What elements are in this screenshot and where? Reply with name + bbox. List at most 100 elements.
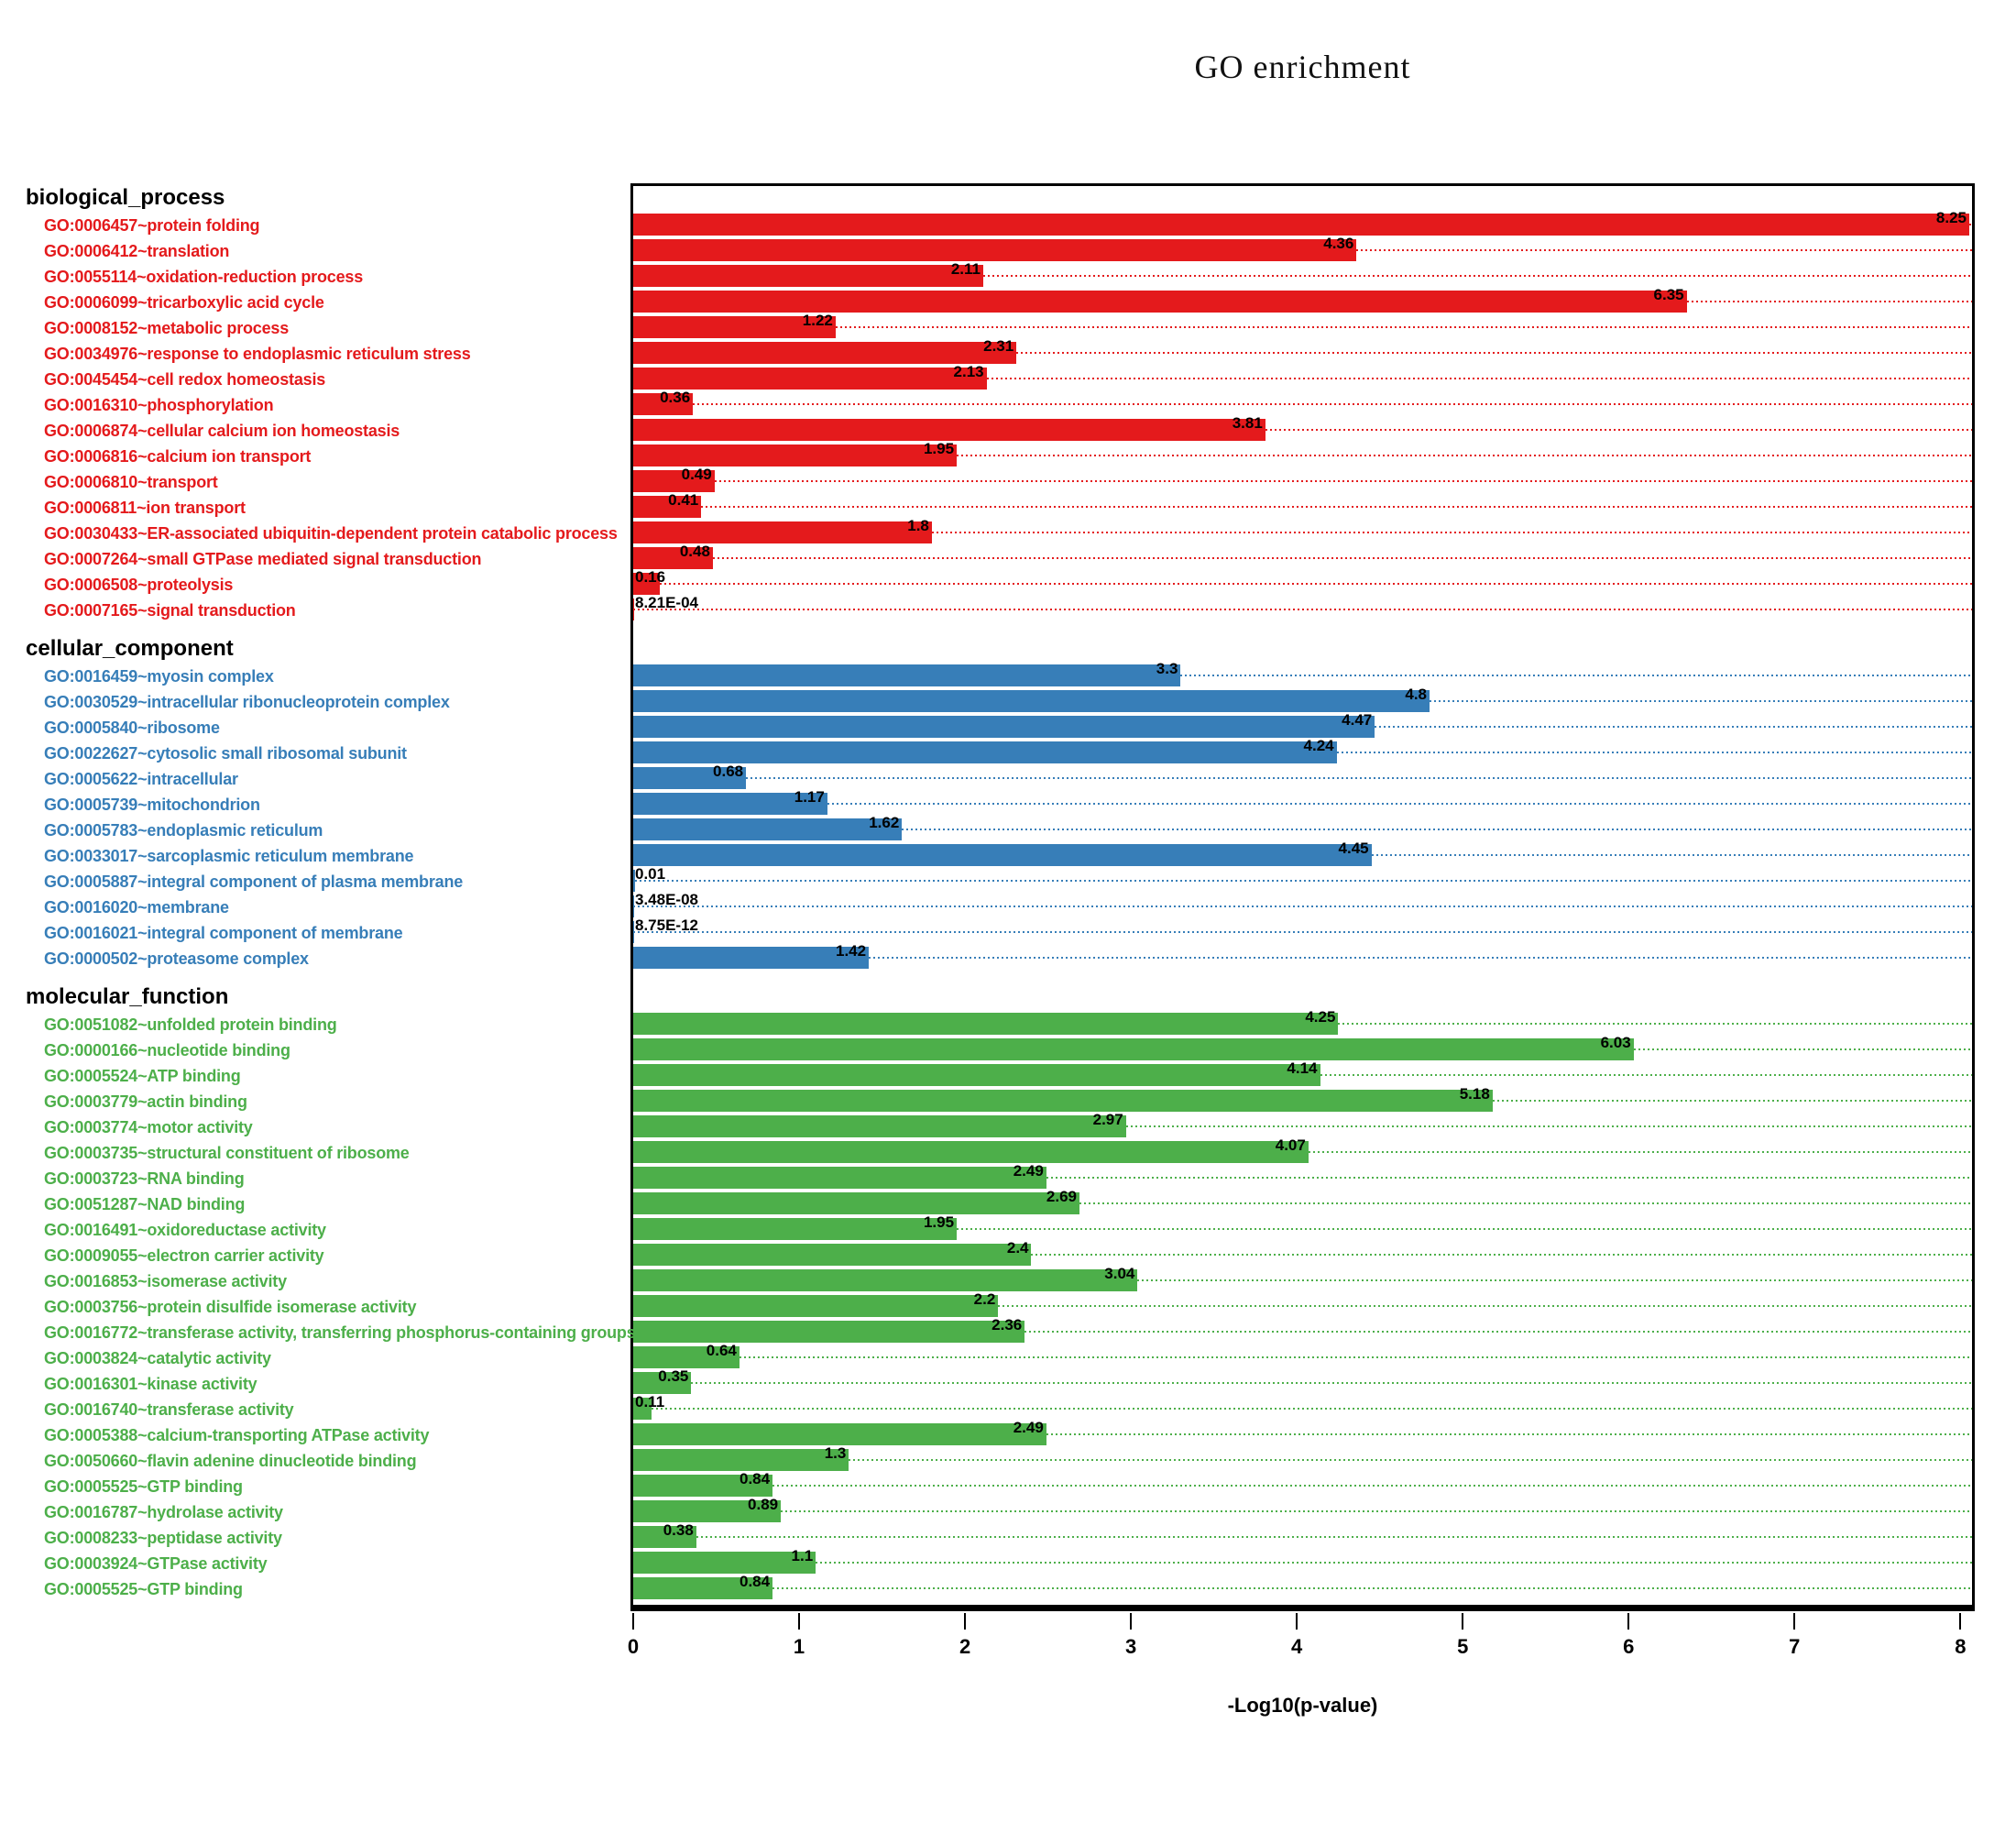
bar-label: GO:0033017~sarcoplasmic reticulum membra… [44,847,414,865]
x-tick-label: 5 [1457,1635,1469,1658]
leader-line [1079,1202,1972,1204]
bar-label: GO:0006412~translation [44,242,230,260]
bar-label: GO:0003756~protein disulfide isomerase a… [44,1298,417,1316]
x-tick-label: 4 [1291,1635,1303,1658]
value-label: 2.49 [1013,1162,1044,1180]
bar-label: GO:0000502~proteasome complex [44,949,309,968]
value-label: 8.25 [1935,209,1967,226]
leader-line [1125,1125,1972,1127]
leader-line [957,455,1972,456]
bar [633,1013,1339,1035]
leader-line [827,803,1972,805]
leader-line [746,777,1972,779]
leader-line [1336,752,1972,753]
chart-title: GO enrichment [1194,49,1411,85]
bar [633,1500,782,1522]
x-tick [1627,1613,1630,1630]
value-label: 3.3 [1156,660,1178,677]
bar-label: GO:0051082~unfolded protein binding [44,1015,337,1034]
bar [633,239,1357,261]
bar [633,1192,1079,1214]
leader-line [1180,675,1972,676]
bar-label: GO:0003779~actin binding [44,1092,247,1111]
bar [633,1269,1138,1291]
bar [633,1244,1032,1266]
leader-line [714,480,1972,482]
bar-label: GO:0006874~cellular calcium ion homeosta… [44,422,400,440]
leader-line [693,403,1972,405]
x-axis-label: -Log10(p-value) [1227,1694,1378,1717]
bar [633,1064,1320,1086]
x-tick-label: 6 [1623,1635,1635,1658]
bar-label: GO:0005887~integral component of plasma … [44,873,464,891]
leader-line [835,326,1972,328]
leader-line [739,1356,1972,1358]
leader-line [633,931,1972,933]
bar-label: GO:0055114~oxidation-reduction process [44,268,364,286]
bar [633,573,660,595]
value-label: 0.49 [681,466,712,483]
value-label: 3.04 [1104,1265,1135,1282]
leader-line [1356,249,1972,251]
value-label: 0.36 [660,389,691,406]
bar [633,496,702,518]
value-label: 3.81 [1232,414,1263,432]
leader-line [712,557,1972,559]
bar-label: GO:0016491~oxidoreductase activity [44,1221,326,1239]
bar-label: GO:0003924~GTPase activity [44,1554,268,1573]
leader-line [651,1408,1972,1410]
bar-label: GO:0045454~cell redox homeostasis [44,370,326,389]
leader-line [1338,1023,1972,1025]
bar-label: GO:0006099~tricarboxylic acid cycle [44,293,324,312]
bar-label: GO:0003723~RNA binding [44,1169,245,1188]
bar-label: GO:0009055~electron carrier activity [44,1246,324,1265]
value-label: 1.22 [802,312,833,329]
bar [633,1321,1025,1343]
value-label: 2.69 [1046,1188,1077,1205]
bar [633,1449,849,1471]
bar-label: GO:0007264~small GTPase mediated signal … [44,550,482,568]
bar [633,316,836,338]
bar [633,1423,1046,1445]
value-label: 0.35 [658,1367,689,1385]
bar-label: GO:0005622~intracellular [44,770,238,788]
bar [633,1141,1309,1163]
value-label: 1.17 [794,788,825,806]
bar-label: GO:0005739~mitochondrion [44,796,260,814]
bar [633,921,634,943]
bar-label: GO:0016772~transferase activity, transfe… [44,1323,636,1342]
section-header-molecular_function: molecular_function [26,984,229,1009]
leader-line [902,829,1972,830]
value-label: 2.97 [1092,1111,1123,1128]
bar [633,1346,740,1368]
value-label: 2.36 [992,1316,1023,1334]
leader-line [1024,1331,1972,1333]
bar-label: GO:0006811~ion transport [44,499,246,517]
value-label: 0.01 [635,865,666,883]
bar-label: GO:0005840~ribosome [44,719,220,737]
leader-line [696,1536,1972,1538]
bar [633,265,983,287]
x-tick-label: 1 [793,1635,805,1658]
value-label: 4.14 [1287,1059,1318,1077]
bar [633,895,634,917]
bar [633,741,1337,763]
bar-label: GO:0005525~GTP binding [44,1580,243,1598]
bar-label: GO:0008152~metabolic process [44,319,290,337]
leader-line [1031,1254,1972,1256]
leader-line [931,532,1972,533]
bar [633,767,747,789]
value-label: 1.3 [824,1444,847,1462]
value-label: 4.24 [1303,737,1334,754]
bar-label: GO:0005783~endoplasmic reticulum [44,821,323,840]
bar-label: GO:0006816~calcium ion transport [44,447,312,466]
bar-label: GO:0005525~GTP binding [44,1477,243,1496]
leader-line [701,506,1972,508]
value-label: 1.1 [791,1547,814,1564]
leader-line [691,1382,1972,1384]
bar-label: GO:0006457~protein folding [44,216,260,235]
x-tick [1130,1613,1133,1630]
value-label: 0.11 [635,1393,665,1410]
bar-label: GO:0008233~peptidase activity [44,1529,282,1547]
leader-line [1686,301,1972,302]
